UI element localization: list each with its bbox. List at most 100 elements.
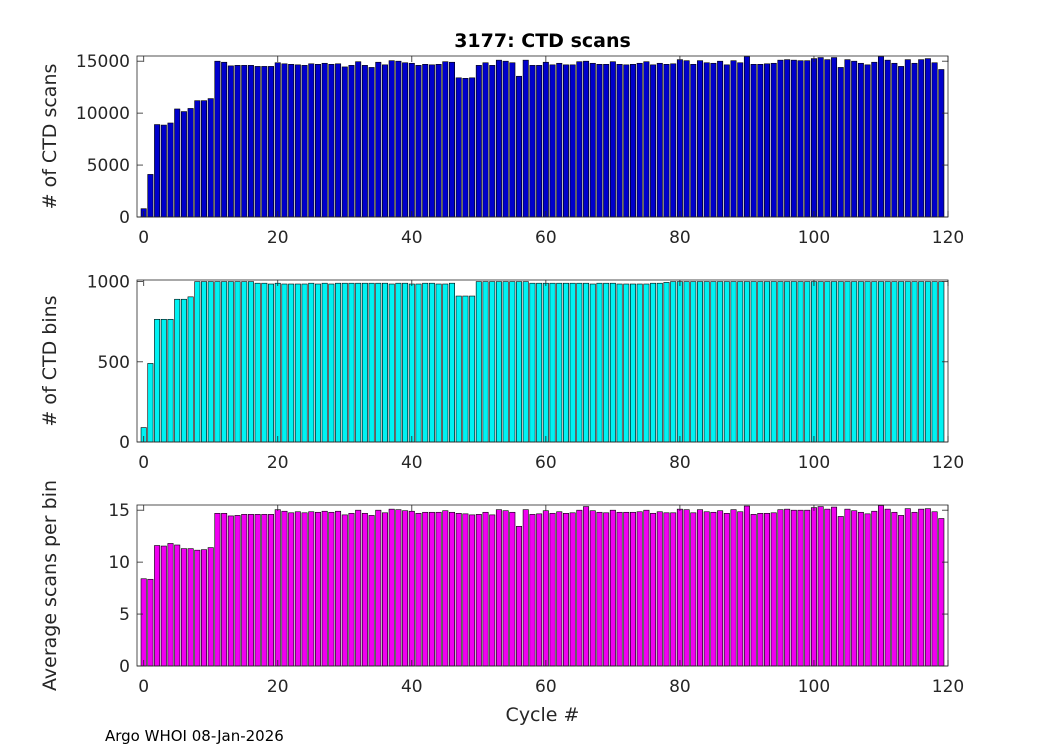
x-tick-label: 20 [267, 228, 289, 248]
bar-cycle-1 [147, 363, 154, 443]
bar-cycle-47 [455, 295, 462, 443]
bar-cycle-87 [723, 64, 730, 218]
bar-cycle-97 [790, 281, 797, 443]
bar-cycle-62 [556, 511, 563, 667]
y-tick-label: 1000 [87, 273, 130, 293]
bar-cycle-63 [562, 513, 569, 667]
bar-cycle-1 [147, 174, 154, 218]
bar-cycle-108 [864, 513, 871, 667]
panel-average-scans-per-bin: 0 20 40 60 80 100 120 0 5 10 15 Average scans per b… [39, 480, 964, 726]
axes-frame [136, 55, 949, 218]
bar-cycle-3 [160, 124, 167, 218]
x-tick-label: 60 [535, 228, 557, 248]
bar-cycle-32 [355, 282, 362, 443]
bar-cycle-87 [723, 513, 730, 667]
bar-cycle-17 [254, 514, 261, 667]
bar-cycle-115 [911, 511, 918, 667]
bar-cycle-27 [321, 510, 328, 667]
bar-cycle-46 [449, 282, 455, 443]
bar-cycle-13 [227, 515, 234, 667]
bar-cycle-118 [931, 511, 938, 667]
bar-cycle-78 [663, 64, 670, 218]
bar-cycle-12 [221, 61, 228, 218]
bar-cycle-118 [931, 281, 938, 443]
bar-cycle-80 [676, 281, 683, 443]
bar-cycle-18 [261, 514, 268, 667]
bar-cycle-68 [596, 282, 603, 443]
bar-cycle-3 [160, 545, 167, 667]
bar-cycle-114 [904, 59, 911, 218]
bar-cycle-100 [810, 281, 817, 443]
bar-cycle-102 [824, 59, 831, 218]
bar-cycle-101 [817, 57, 824, 218]
bar-cycle-106 [851, 510, 858, 667]
bar-cycle-96 [784, 281, 791, 443]
bar-cycle-73 [629, 283, 636, 443]
bar-cycle-82 [690, 281, 697, 443]
bar-cycle-75 [643, 283, 650, 443]
bar-cycle-107 [857, 511, 864, 667]
bar-cycle-74 [636, 62, 643, 218]
bar-cycle-70 [609, 282, 616, 443]
bar-cycle-17 [254, 282, 261, 443]
bar-cycle-98 [797, 60, 804, 218]
bar-cycle-40 [408, 62, 415, 218]
bar-cycle-91 [750, 281, 757, 443]
bar-cycle-1 [147, 578, 154, 667]
bar-cycle-95 [777, 509, 784, 667]
bar-cycle-89 [737, 511, 744, 667]
bar-cycle-49 [469, 295, 476, 443]
bar-cycle-10 [207, 547, 214, 667]
bar-cycle-45 [442, 283, 449, 443]
bar-cycle-93 [764, 513, 771, 667]
bar-cycle-20 [274, 282, 281, 443]
x-tick-label: 0 [138, 228, 149, 248]
bar-cycle-102 [824, 281, 831, 443]
bar-cycle-67 [589, 283, 596, 443]
bar-cycle-42 [422, 64, 429, 218]
x-tick-label: 60 [535, 677, 557, 697]
bar-cycle-94 [770, 281, 777, 443]
bar-cycle-91 [750, 64, 757, 218]
bar-cycle-6 [180, 548, 187, 667]
bar-cycle-77 [656, 62, 663, 218]
bar-cycle-68 [596, 511, 603, 667]
bar-cycle-52 [489, 514, 496, 667]
bar-cycle-72 [623, 511, 630, 667]
bar-cycle-43 [428, 282, 435, 443]
y-axis-label: Average scans per bin [39, 480, 61, 691]
bar-cycle-95 [777, 59, 784, 218]
bar-cycle-83 [697, 281, 703, 443]
bar-cycle-85 [710, 281, 717, 443]
bar-cycle-104 [837, 516, 844, 667]
bar-cycle-30 [341, 282, 348, 443]
bar-cycle-7 [187, 296, 194, 443]
bar-cycle-90 [743, 505, 750, 667]
bar-cycle-34 [368, 282, 375, 443]
bar-cycle-116 [918, 508, 925, 667]
bar-cycle-56 [516, 525, 523, 667]
bar-cycle-59 [536, 65, 543, 218]
bar-cycle-27 [321, 62, 328, 218]
bar-cycle-37 [388, 60, 395, 218]
bar-cycle-18 [261, 66, 268, 218]
bar-cycle-78 [663, 512, 670, 667]
bar-cycle-62 [556, 282, 563, 443]
bar-cycle-21 [281, 63, 288, 218]
bar-cycle-71 [616, 64, 623, 218]
y-tick-label: 10 [108, 553, 130, 573]
bar-cycle-84 [703, 281, 710, 443]
bar-cycle-64 [569, 64, 576, 218]
bar-cycle-48 [462, 295, 469, 443]
bar-cycle-84 [703, 511, 710, 667]
bar-cycle-88 [730, 281, 737, 443]
axes-frame [136, 504, 949, 667]
y-tick-label: 5 [119, 605, 130, 625]
bar-cycle-41 [415, 283, 422, 443]
bar-cycle-47 [455, 77, 462, 218]
bar-cycle-53 [495, 59, 502, 218]
bar-cycle-5 [174, 298, 181, 443]
bar-cycle-39 [402, 62, 409, 218]
bar-cycle-4 [167, 318, 174, 443]
bar-cycle-76 [650, 282, 657, 443]
